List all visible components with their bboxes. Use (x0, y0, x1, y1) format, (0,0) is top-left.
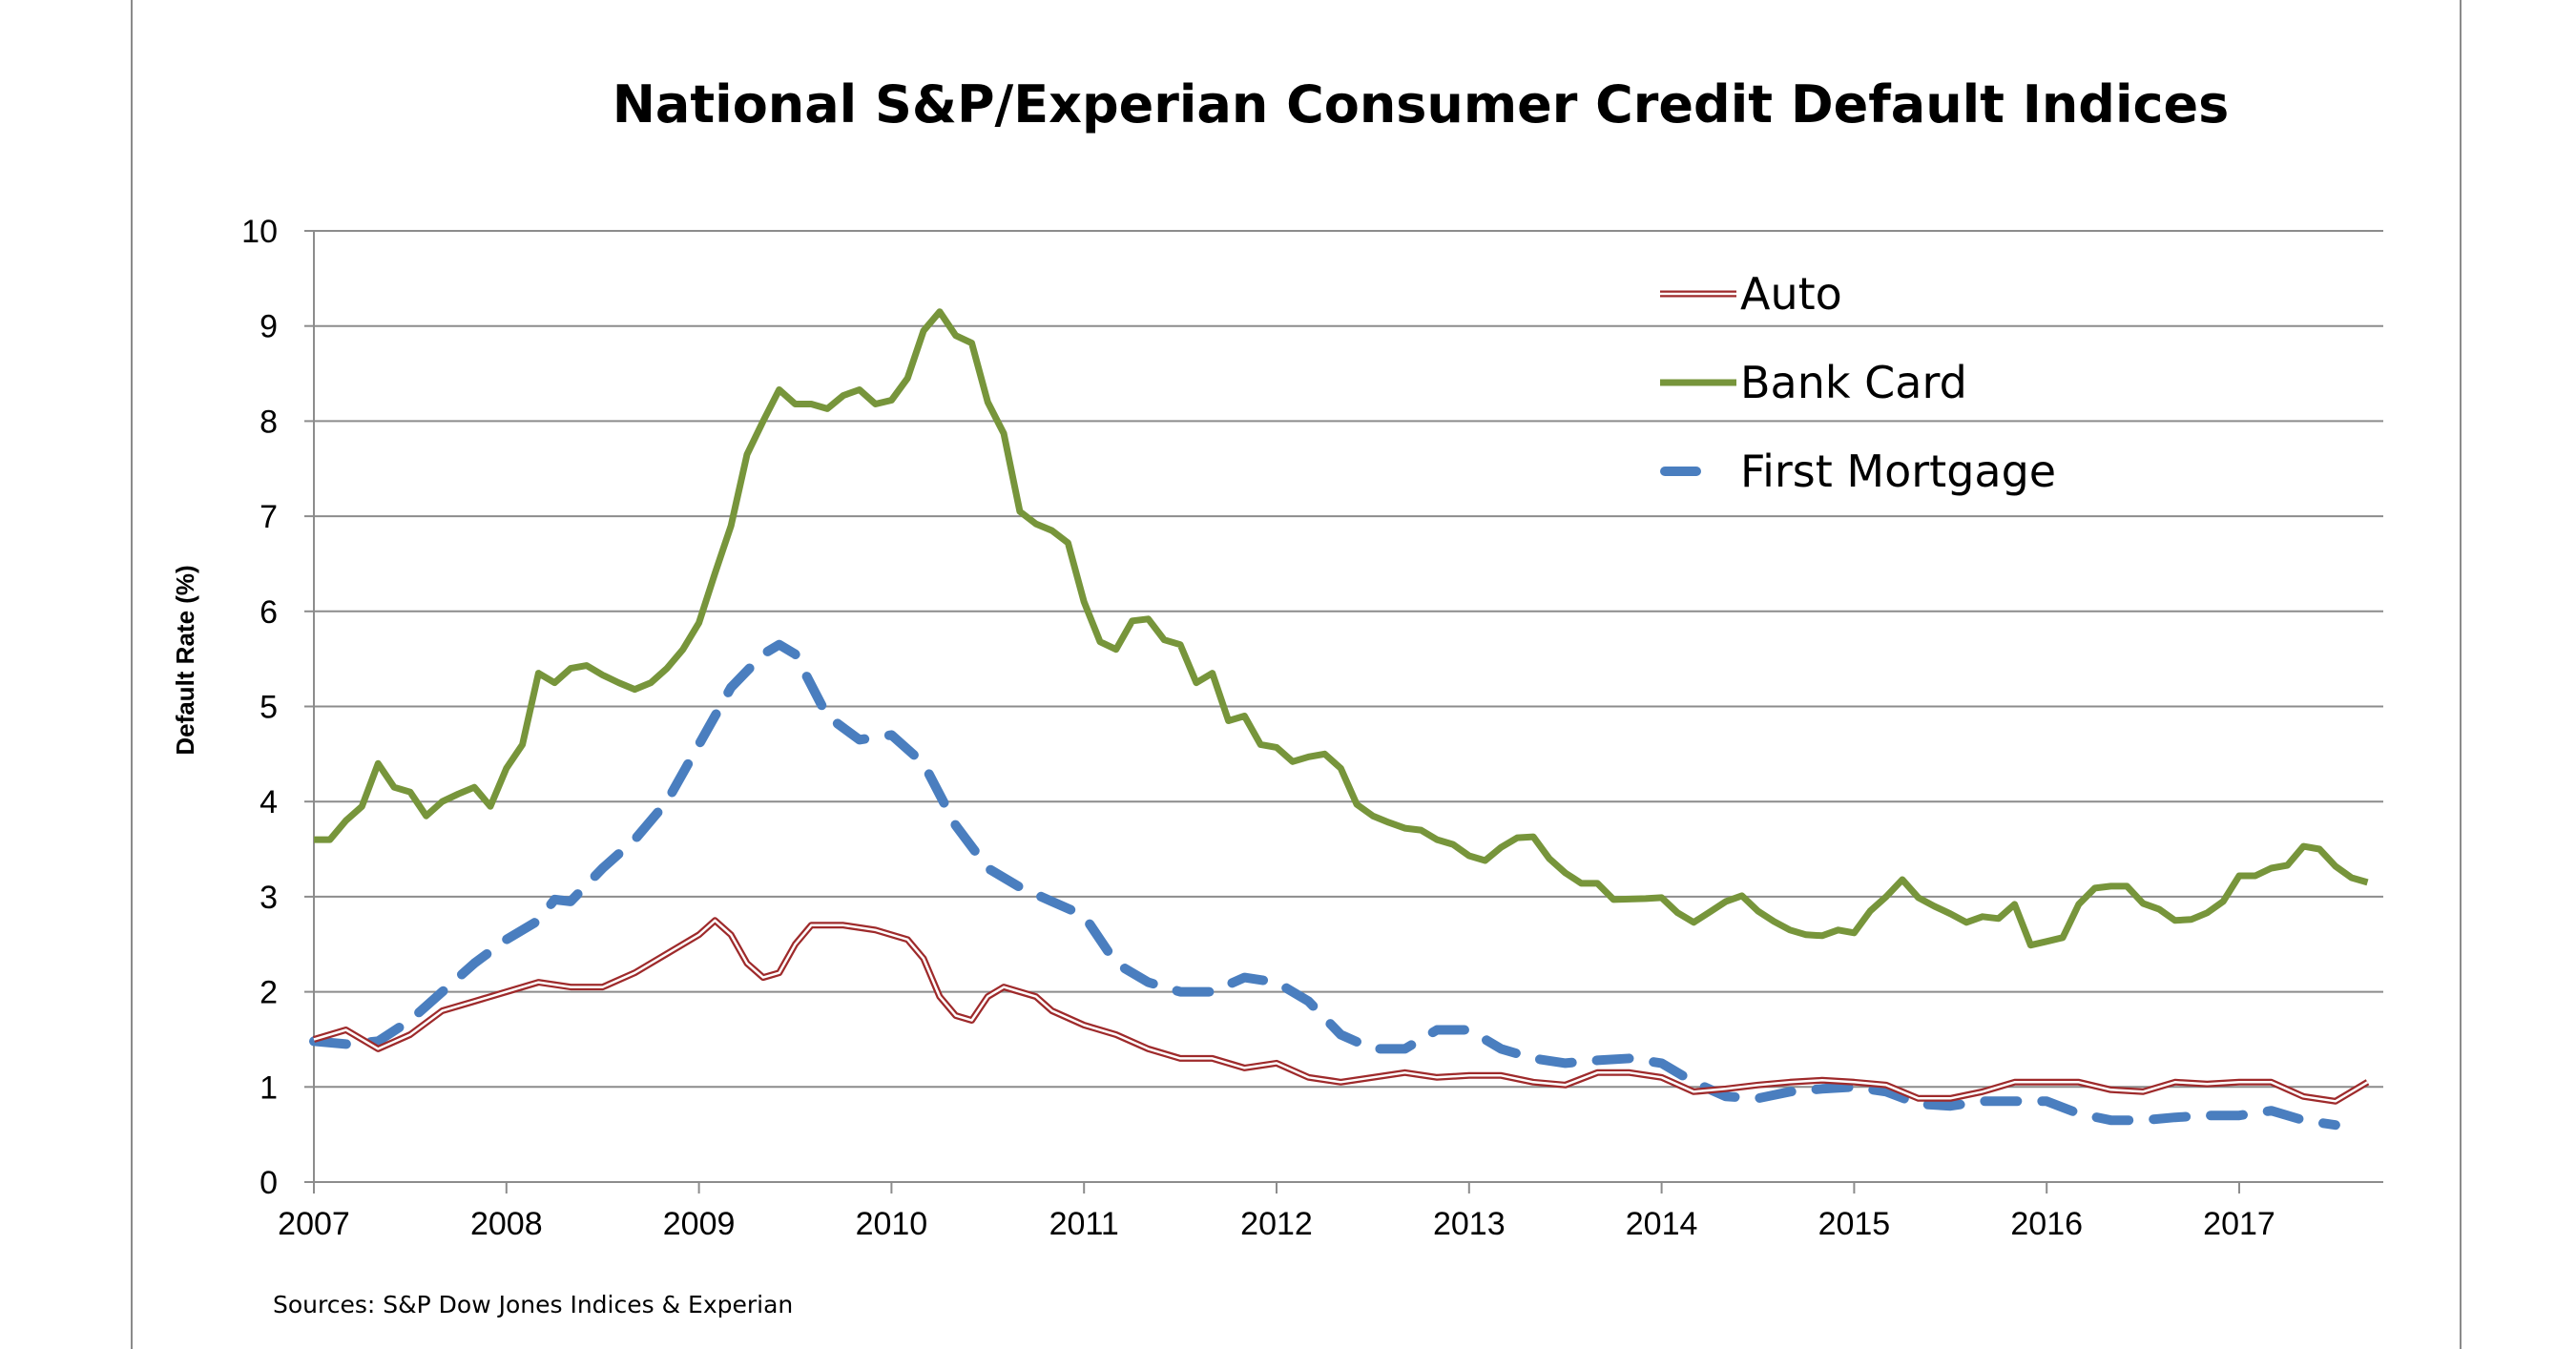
y-tick-label: 3 (260, 880, 278, 916)
y-tick-label: 6 (260, 594, 278, 631)
gridlines (304, 230, 2383, 1193)
x-tick-label: 2013 (1433, 1206, 1506, 1242)
y-tick-labels: 0 1 2 3 4 5 6 7 8 9 10 (241, 214, 278, 1201)
y-tick-label: 10 (241, 214, 278, 250)
x-tick-label: 2008 (470, 1206, 543, 1242)
x-tick-label: 2010 (856, 1206, 928, 1242)
legend-item-bank-card: Bank Card (1660, 357, 1967, 408)
series-lines (309, 308, 2370, 1131)
y-tick-label: 1 (260, 1069, 278, 1106)
x-tick-label: 2012 (1240, 1206, 1313, 1242)
x-tick-label: 2016 (2010, 1206, 2083, 1242)
legend-label-bank-card: Bank Card (1740, 357, 1967, 408)
y-tick-label: 4 (260, 784, 278, 820)
series-line-bank-card (314, 308, 2369, 949)
legend: Auto Bank Card First Mortgage (1660, 268, 2056, 497)
series-bank-card (314, 308, 2369, 949)
y-tick-label: 0 (260, 1165, 278, 1201)
legend-label-auto: Auto (1740, 268, 1842, 320)
series-line-first-mortgage (309, 639, 2340, 1131)
x-tick-label: 2007 (278, 1206, 350, 1242)
y-tick-label: 5 (260, 690, 278, 726)
chart-title: National S&P/Experian Consumer Credit De… (613, 74, 2230, 135)
series-first-mortgage (309, 639, 2340, 1131)
series-auto (313, 917, 2370, 1105)
legend-item-auto: Auto (1660, 268, 1842, 320)
y-tick-label: 8 (260, 404, 278, 440)
legend-label-first-mortgage: First Mortgage (1740, 446, 2056, 497)
x-tick-label: 2011 (1049, 1206, 1119, 1242)
x-tick-label: 2009 (663, 1206, 736, 1242)
source-note: Sources: S&P Dow Jones Indices & Experia… (273, 1291, 793, 1318)
x-tick-label: 2014 (1626, 1206, 1698, 1242)
x-tick-label: 2017 (2203, 1206, 2275, 1242)
series-line-auto-inner (313, 919, 2369, 1103)
y-axis-label: Default Rate (%) (171, 565, 199, 755)
chart-frame (131, 0, 2462, 1349)
y-tick-label: 9 (260, 309, 278, 345)
y-tick-label: 2 (260, 975, 278, 1011)
legend-item-first-mortgage: First Mortgage (1660, 446, 2056, 497)
x-tick-labels: 2007 2008 2009 2010 2011 2012 2013 2014 2015 2016… (278, 1206, 2275, 1242)
y-tick-label: 7 (260, 499, 278, 535)
x-tick-label: 2015 (1818, 1206, 1891, 1242)
